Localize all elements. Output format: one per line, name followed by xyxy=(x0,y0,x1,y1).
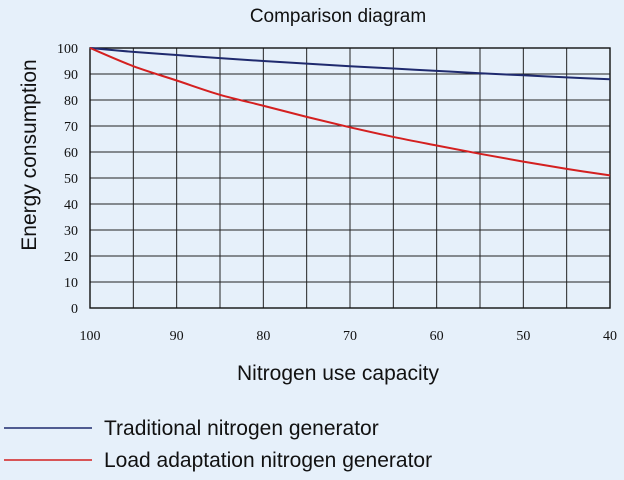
x-axis-title: Nitrogen use capacity xyxy=(237,362,439,385)
y-tick-label: 70 xyxy=(64,120,78,135)
x-tick-labels: 100 90 80 70 60 50 40 xyxy=(80,329,618,344)
series-line-traditional xyxy=(89,47,611,81)
y-tick-labels: 0 10 20 30 40 50 60 70 80 90 100 xyxy=(57,42,78,317)
y-tick-label: 50 xyxy=(64,172,78,187)
y-tick-label: 30 xyxy=(64,224,78,239)
x-tick-label: 90 xyxy=(170,329,184,344)
legend-label: Load adaptation nitrogen generator xyxy=(104,449,432,472)
series-lines xyxy=(89,47,611,177)
y-tick-label: 10 xyxy=(64,276,78,291)
plot-frame xyxy=(89,47,611,309)
chart-title: Comparison diagram xyxy=(250,6,426,27)
x-tick-label: 60 xyxy=(430,329,444,344)
y-tick-label: 0 xyxy=(71,302,78,317)
y-tick-label: 100 xyxy=(57,42,78,57)
plot-grid xyxy=(89,47,611,309)
x-tick-label: 40 xyxy=(603,329,617,344)
y-axis-title: Energy consumption xyxy=(18,59,41,250)
y-tick-label: 80 xyxy=(64,94,78,109)
legend-label: Traditional nitrogen generator xyxy=(104,417,379,440)
series-line-load-adaptation xyxy=(89,47,611,177)
y-tick-label: 60 xyxy=(64,146,78,161)
x-tick-label: 100 xyxy=(80,329,101,344)
y-tick-label: 40 xyxy=(64,198,78,213)
x-tick-label: 50 xyxy=(516,329,530,344)
y-tick-label: 20 xyxy=(64,250,78,265)
x-tick-label: 70 xyxy=(343,329,357,344)
x-tick-label: 80 xyxy=(256,329,270,344)
y-tick-label: 90 xyxy=(64,68,78,83)
legend: Traditional nitrogen generator Load adapt… xyxy=(4,417,432,472)
